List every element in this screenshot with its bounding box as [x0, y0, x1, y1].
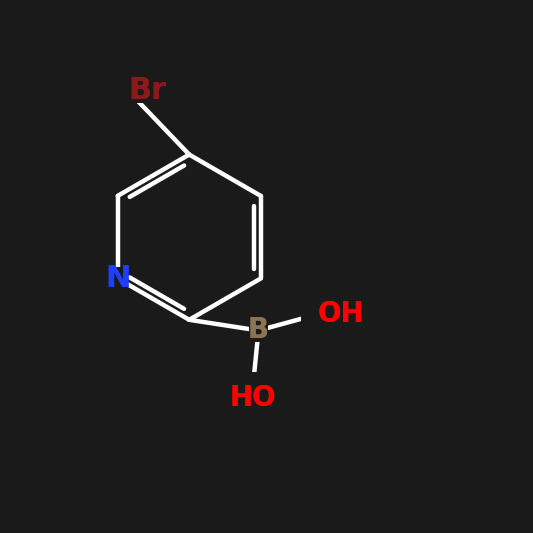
Text: OH: OH	[317, 301, 364, 328]
FancyBboxPatch shape	[237, 372, 269, 395]
FancyBboxPatch shape	[108, 266, 127, 290]
Text: OH: OH	[317, 301, 364, 328]
Text: HO: HO	[230, 384, 277, 412]
Text: N: N	[105, 264, 131, 293]
FancyBboxPatch shape	[248, 319, 268, 343]
Text: HO: HO	[230, 384, 277, 412]
Text: N: N	[105, 264, 131, 293]
FancyBboxPatch shape	[302, 303, 333, 326]
Text: Br: Br	[128, 76, 166, 105]
Text: Br: Br	[128, 76, 166, 105]
Text: B: B	[248, 317, 269, 344]
FancyBboxPatch shape	[112, 78, 143, 102]
Text: B: B	[248, 317, 269, 344]
